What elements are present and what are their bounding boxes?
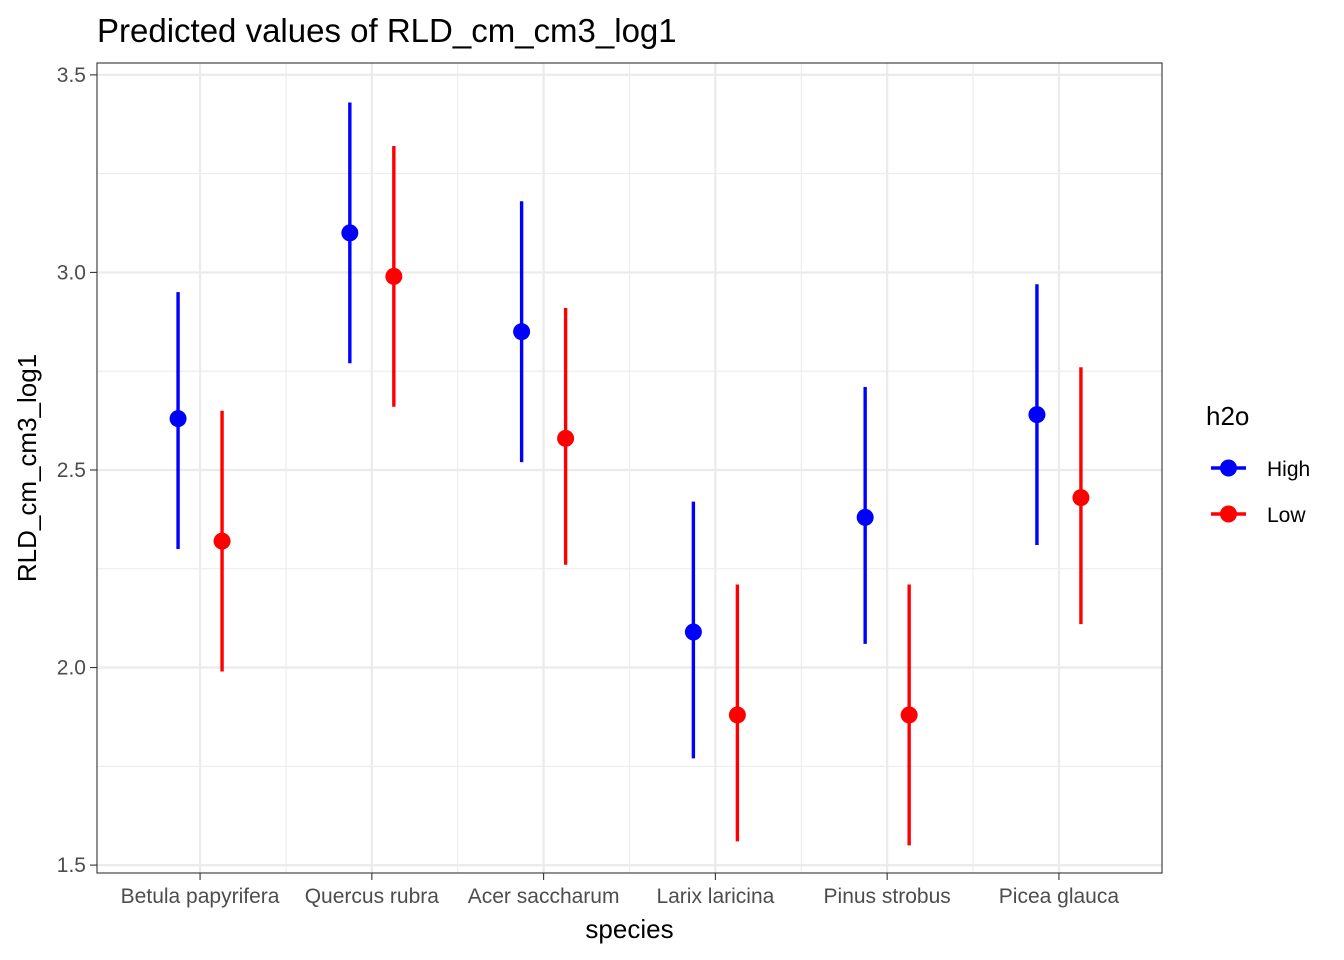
data-point [1072, 489, 1090, 507]
data-point [385, 267, 403, 285]
data-point [341, 224, 359, 242]
x-tick-label: Betula papyrifera [121, 885, 280, 908]
legend: h2o High Low [1206, 401, 1310, 527]
legend-label: Low [1267, 504, 1306, 527]
x-tick-label: Pinus strobus [824, 885, 951, 908]
x-tick-label: Picea glauca [999, 885, 1120, 908]
x-axis: Betula papyrifera Quercus rubra Acer sacch… [121, 873, 1120, 908]
plot-panel [96, 62, 1163, 874]
legend-items: High Low [1211, 458, 1310, 527]
series-layer [169, 102, 1090, 846]
x-tick-label: Acer saccharum [468, 885, 620, 908]
chart-title: Predicted values of RLD_cm_cm3_log1 [97, 12, 677, 49]
y-tick-label: 3.5 [57, 64, 86, 87]
panel-border [96, 62, 1163, 874]
series-low [213, 145, 1090, 846]
data-point [557, 429, 575, 447]
y-tick-label: 2.0 [57, 657, 86, 680]
grid-major [97, 63, 1162, 873]
data-point [684, 623, 702, 641]
series-high [169, 102, 1046, 759]
x-tick-label: Larix laricina [656, 885, 774, 908]
legend-title: h2o [1206, 401, 1249, 431]
y-tick-label: 3.0 [57, 261, 86, 284]
y-axis: 1.5 2.0 2.5 3.0 3.5 [57, 64, 97, 877]
data-point [513, 323, 531, 341]
data-point [900, 706, 918, 724]
x-axis-title: species [585, 914, 673, 944]
data-point [856, 508, 874, 526]
y-tick-label: 1.5 [57, 854, 86, 877]
x-tick-label: Quercus rubra [305, 885, 440, 908]
legend-label: High [1267, 458, 1310, 481]
grid-minor [97, 63, 1162, 873]
data-point [169, 410, 187, 428]
legend-item-high: High [1211, 458, 1310, 481]
data-point [1028, 406, 1046, 424]
legend-key-point [1220, 505, 1237, 523]
y-axis-title: RLD_cm_cm3_log1 [12, 354, 42, 582]
legend-item-low: Low [1211, 504, 1306, 527]
y-tick-label: 2.5 [57, 459, 86, 482]
data-point [213, 532, 231, 550]
legend-key-point [1220, 459, 1237, 477]
data-point [728, 706, 746, 724]
